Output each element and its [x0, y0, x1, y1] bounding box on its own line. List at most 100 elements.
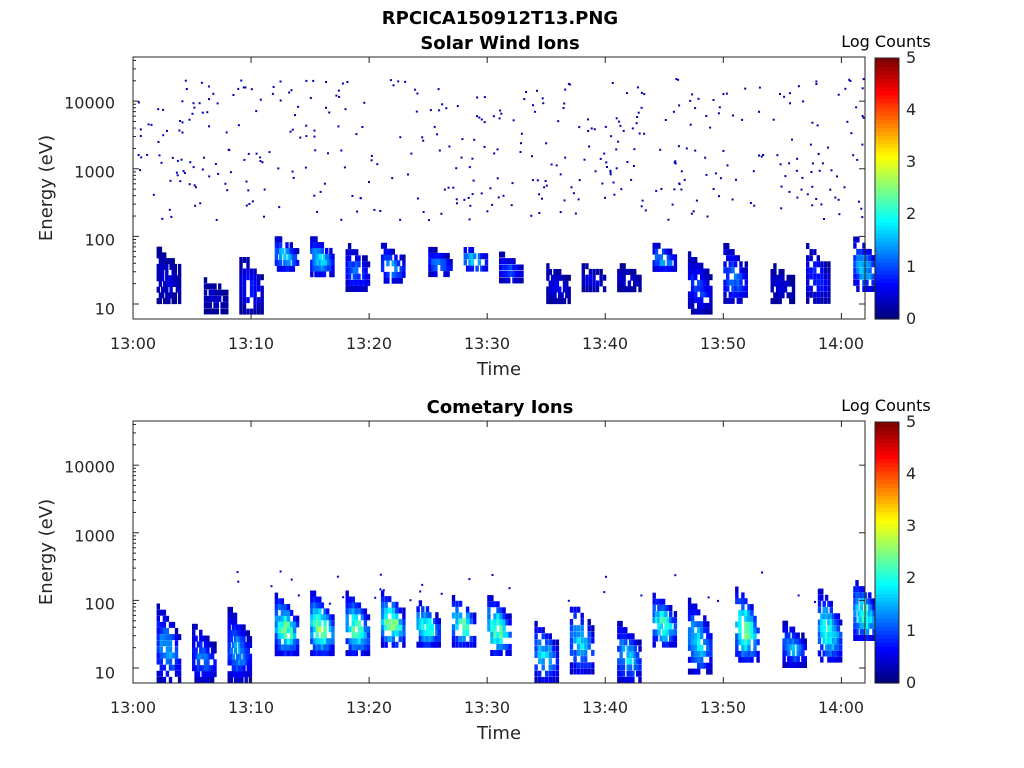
data-cell	[242, 268, 247, 275]
data-cell	[206, 641, 210, 648]
data-cell	[789, 298, 793, 305]
data-cell	[428, 618, 432, 625]
data-point	[674, 574, 677, 577]
data-cell	[206, 659, 210, 666]
data-cell	[449, 265, 453, 271]
data-cell	[690, 279, 695, 286]
data-point	[263, 215, 265, 218]
data-cell	[169, 292, 173, 299]
data-point	[225, 131, 228, 134]
data-cell	[443, 252, 447, 259]
data-cell	[862, 273, 866, 280]
data-cell	[320, 602, 325, 609]
data-point	[240, 79, 243, 82]
data-point	[613, 193, 616, 196]
data-point	[224, 182, 227, 185]
data-cell	[435, 612, 439, 619]
data-cell	[555, 676, 560, 683]
data-cell	[687, 627, 692, 634]
data-point	[480, 118, 483, 121]
data-cell	[165, 275, 169, 282]
data-cell	[196, 641, 201, 648]
data-cell	[868, 604, 872, 611]
data-cell	[700, 627, 704, 634]
data-cell	[206, 302, 210, 309]
data-cell	[380, 596, 385, 603]
colorbar-label: Log Counts	[841, 396, 931, 415]
data-point	[577, 198, 580, 201]
colorbar-segment	[875, 646, 899, 651]
data-cell	[621, 664, 626, 671]
data-cell	[192, 629, 196, 636]
data-point	[313, 135, 316, 138]
data-cell	[803, 662, 807, 668]
data-cell	[694, 603, 698, 610]
data-cell	[806, 291, 810, 298]
data-cell	[380, 607, 385, 614]
data-cell	[855, 598, 859, 605]
data-cell	[861, 586, 866, 593]
data-cell	[697, 268, 701, 275]
data-cell	[652, 248, 656, 255]
data-cell	[633, 658, 637, 665]
data-cell	[728, 267, 732, 274]
data-cell	[399, 277, 403, 284]
colorbar-segment	[875, 625, 899, 631]
data-cell	[242, 285, 247, 292]
data-point	[610, 135, 613, 138]
data-cell	[199, 653, 203, 660]
data-cell	[177, 664, 182, 671]
data-point	[379, 588, 382, 591]
data-cell	[827, 297, 831, 304]
data-cell	[171, 269, 175, 276]
data-cell	[418, 635, 423, 642]
data-cell	[741, 592, 745, 599]
data-cell	[868, 592, 872, 599]
data-point	[404, 80, 407, 83]
data-cell	[357, 620, 362, 627]
data-cell	[744, 639, 748, 646]
data-cell	[246, 653, 250, 660]
data-cell	[384, 624, 388, 631]
data-cell	[384, 607, 388, 614]
data-cell	[314, 259, 318, 266]
data-point	[834, 196, 837, 199]
data-cell	[425, 624, 430, 630]
data-point	[416, 197, 419, 200]
data-point	[776, 154, 779, 157]
data-cell	[203, 671, 208, 678]
colorbar-segment	[875, 515, 899, 521]
data-cell	[859, 248, 863, 255]
data-cell	[741, 598, 745, 605]
data-cell	[233, 618, 238, 625]
data-cell	[315, 608, 319, 615]
data-cell	[747, 633, 751, 640]
data-cell	[619, 639, 623, 646]
data-cell	[580, 612, 584, 619]
data-cell	[162, 664, 167, 671]
data-cell	[753, 639, 757, 646]
data-cell	[451, 635, 456, 642]
data-cell	[505, 619, 509, 626]
data-point	[512, 119, 515, 122]
data-cell	[741, 267, 746, 274]
y-axis: 10 100 1000 10000	[64, 423, 865, 683]
data-point	[593, 128, 596, 131]
data-cell	[348, 638, 352, 645]
data-point	[604, 196, 606, 199]
data-cell	[628, 658, 633, 665]
data-cell	[391, 641, 395, 648]
data-cell	[690, 633, 695, 640]
data-point	[741, 118, 744, 121]
data-cell	[398, 636, 402, 643]
colorbar-segment	[875, 217, 899, 222]
colorbar-segment	[875, 90, 899, 96]
colorbar-segment	[875, 155, 899, 161]
data-cell	[428, 641, 432, 648]
data-cell	[816, 255, 820, 262]
data-cell	[233, 671, 238, 678]
data-point	[626, 92, 628, 95]
data-cell	[257, 274, 261, 281]
data-cell	[770, 269, 774, 275]
data-cell	[199, 635, 203, 642]
